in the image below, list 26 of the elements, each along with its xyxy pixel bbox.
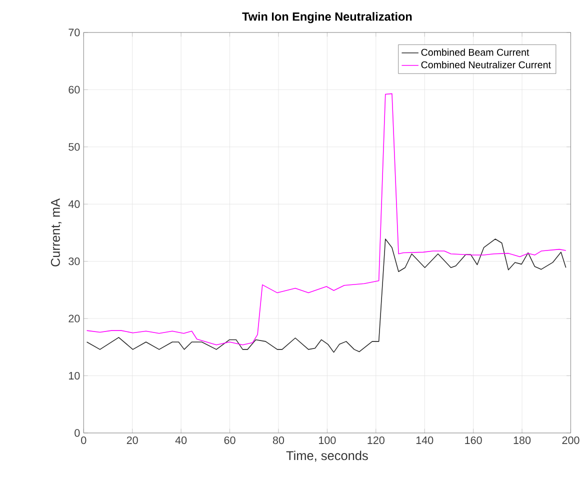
legend-label: Combined Beam Current [421, 48, 530, 56]
line-series [86, 93, 566, 346]
x-tick-label: 160 [465, 436, 482, 444]
y-tick-label: 20 [68, 314, 80, 322]
x-tick-label: 120 [368, 436, 384, 444]
x-tick-label: 180 [514, 436, 531, 444]
chart-title: Twin Ion Engine Neutralization [242, 12, 412, 24]
line-series [86, 238, 566, 353]
x-tick-label: 60 [224, 436, 236, 444]
x-tick-label: 20 [126, 436, 138, 444]
x-tick-label: 40 [175, 436, 187, 444]
y-tick-label: 30 [68, 257, 80, 266]
y-axis-title: Current, mA [50, 198, 62, 266]
y-tick-label: 60 [68, 86, 80, 94]
y-tick-label: 50 [68, 143, 80, 151]
y-tick-label: 70 [68, 28, 80, 36]
x-tick-label: 100 [319, 436, 336, 444]
y-tick-label: 10 [69, 372, 80, 380]
x-tick-label: 200 [562, 436, 580, 444]
legend-label: Combined Neutralizer Current [421, 61, 551, 68]
y-tick-label: 40 [68, 200, 80, 208]
x-tick-label: 80 [272, 436, 284, 444]
x-tick-label: 0 [81, 436, 86, 444]
x-axis-title: Time, seconds [286, 450, 368, 462]
x-tick-label: 140 [416, 436, 434, 444]
y-tick-label: 0 [74, 429, 80, 437]
